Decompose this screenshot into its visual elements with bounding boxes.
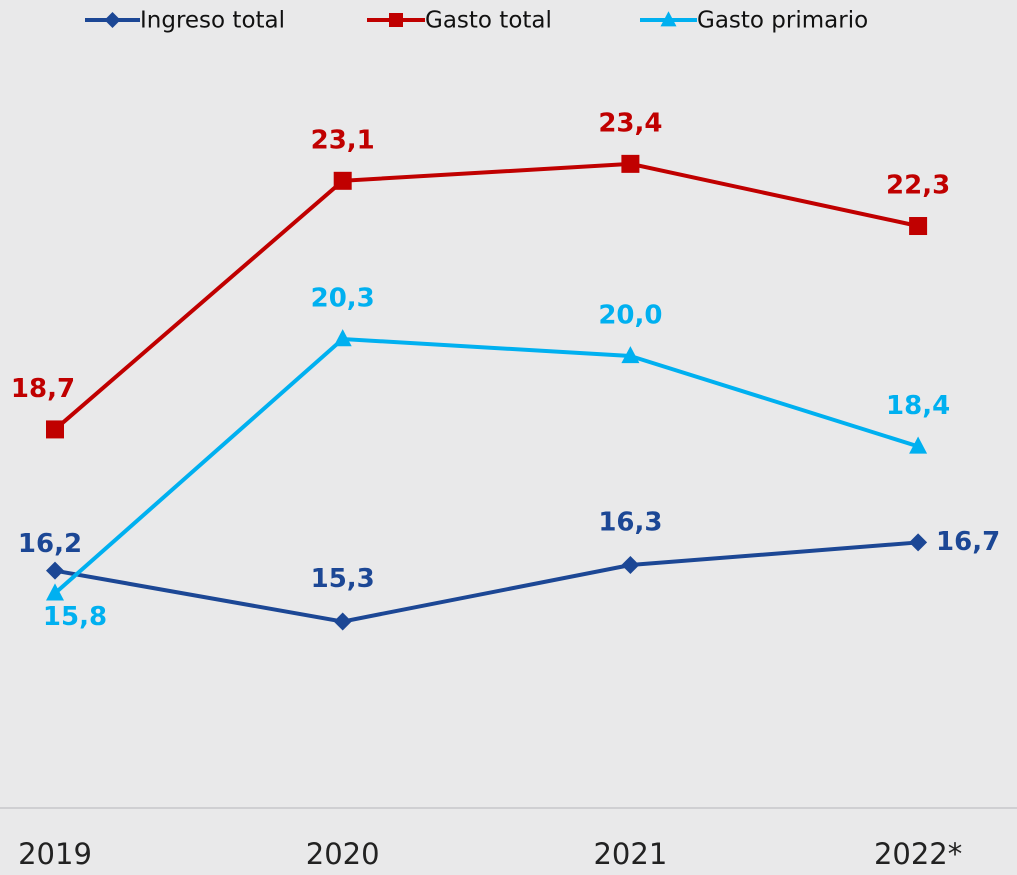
marker-diamond xyxy=(621,556,640,575)
data-label: 20,0 xyxy=(598,300,662,330)
data-label: 16,7 xyxy=(936,527,1000,557)
data-label: 23,1 xyxy=(311,125,375,155)
data-label: 23,4 xyxy=(598,108,662,138)
data-label: 16,2 xyxy=(18,529,82,559)
x-tick-label: 2021 xyxy=(593,837,667,871)
marker-triangle xyxy=(46,583,64,601)
legend-label: Gasto primario xyxy=(697,8,868,34)
data-label: 15,3 xyxy=(311,564,375,594)
marker-diamond xyxy=(104,12,121,28)
marker-triangle xyxy=(621,346,640,364)
marker-triangle xyxy=(909,436,928,454)
marker-triangle xyxy=(660,11,677,27)
marker-diamond xyxy=(333,612,352,631)
marker-square xyxy=(389,13,403,27)
x-tick-label: 2019 xyxy=(18,837,92,871)
marker-square xyxy=(333,171,352,190)
marker-triangle xyxy=(333,329,352,347)
data-label: 20,3 xyxy=(311,284,375,314)
series-line xyxy=(54,540,919,624)
data-label: 15,8 xyxy=(43,602,107,632)
data-label: 22,3 xyxy=(886,171,950,201)
x-tick-label: 2022* xyxy=(874,837,962,871)
legend-label: Gasto total xyxy=(425,8,552,34)
marker-square xyxy=(46,420,64,439)
series-line xyxy=(53,336,919,595)
marker-diamond xyxy=(909,533,928,552)
data-label: 16,3 xyxy=(598,508,662,538)
series-line xyxy=(53,161,919,431)
marker-diamond xyxy=(46,561,64,580)
data-label: 18,7 xyxy=(11,374,75,404)
data-label: 18,4 xyxy=(886,391,950,421)
x-tick-label: 2020 xyxy=(306,837,380,871)
marker-square xyxy=(909,217,928,236)
legend-label: Ingreso total xyxy=(140,8,285,34)
marker-square xyxy=(621,154,640,173)
